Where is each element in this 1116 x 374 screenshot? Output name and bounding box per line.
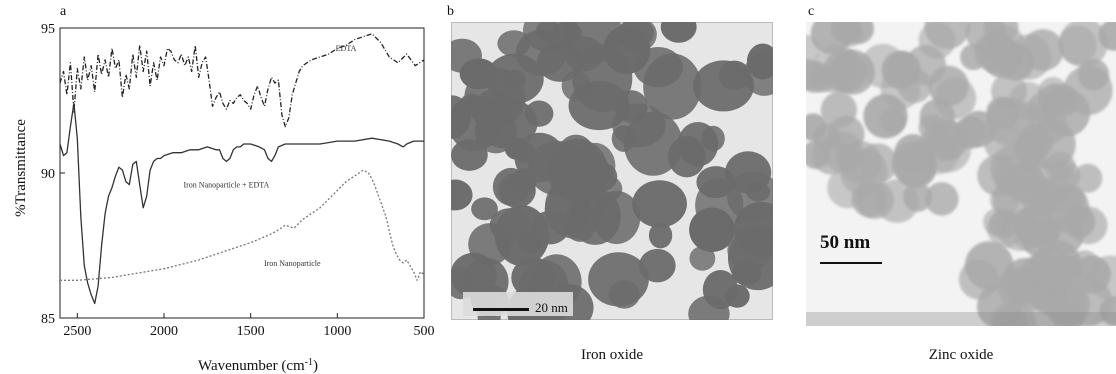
iron-particle [639,248,676,283]
zinc-particle [997,267,1037,308]
series-line-2 [60,169,425,281]
iron-particle [592,190,641,245]
iron-particle [497,30,531,57]
zinc-oxide-caption: Zinc oxide [928,347,994,363]
series-line-1 [59,102,424,305]
iron-particle [588,252,649,307]
series-annotation: Iron Nanoparticle + EDTA [183,181,269,190]
plot-frame [59,27,425,319]
zinc-particle [1037,268,1067,299]
iron-scale-bar [473,308,529,311]
iron-particle [563,204,597,242]
series-line-0 [59,33,425,128]
zinc-particle [922,117,966,161]
panel-c-letter: c [808,4,815,19]
panel-b-letter: b [447,4,454,19]
iron-particle [471,197,498,221]
iron-particle [689,246,716,271]
iron-particle [459,93,484,117]
iron-particle [660,22,697,43]
zinc-particle [1028,178,1064,214]
zinc-particle [843,22,875,44]
zinc-particle [1073,163,1103,193]
iron-particle [498,172,536,209]
zinc-particle [860,43,906,89]
iron-particle [702,269,739,310]
iron-particle [733,201,773,258]
iron-particle [468,223,512,266]
chart-series [59,33,425,305]
x-tick-label: 500 [414,324,435,339]
x-tick-label: 2000 [150,324,178,339]
zinc-particle [1059,22,1109,68]
zinc-particle [990,185,1020,216]
zinc-particle [1062,205,1096,239]
zinc-particle [879,107,906,134]
iron-scale-label: 20 nm [535,300,568,315]
iron-particle [451,139,488,171]
ftir-chart: 2500 2000 1500 1000 500 85 90 95 EDTA Iron Nanop… [13,22,435,374]
zinc-particle [1021,29,1064,72]
chart-axes: 2500 2000 1500 1000 500 85 90 95 [41,22,435,339]
iron-oxide-micrograph: 20 nm [451,22,773,320]
x-tick-label: 1500 [237,324,265,339]
iron-particle [485,53,544,104]
series-annotation: EDTA [336,44,357,53]
zinc-particle [1077,58,1110,91]
zinc-particle [1088,255,1116,300]
zinc-oxide-particles [806,22,1116,326]
iron-particle [732,261,762,286]
zinc-particle [1029,106,1068,145]
y-tick-label: 90 [41,167,55,182]
iron-particle [648,222,673,249]
zinc-particle [812,122,841,151]
iron-particle [572,44,633,113]
zinc-particle [820,91,857,129]
zinc-particle [835,143,864,172]
iron-oxide-particles [451,22,773,320]
chart-annotations: EDTA Iron Nanoparticle + EDTA Iron Nanopar… [183,44,356,268]
iron-particle [695,178,744,233]
iron-particle [677,121,719,167]
x-axis-label: Wavenumber (cm-1) [198,357,318,374]
iron-particle [718,60,751,90]
zinc-particle [812,44,862,94]
y-axis-label: %Transmittance [13,119,29,217]
series-annotation: Iron Nanoparticle [264,259,321,268]
zinc-particle [924,22,970,50]
zinc-particle [851,181,887,218]
zinc-scale-label: 50 nm [820,232,871,253]
iron-particle [514,132,565,183]
iron-particle [451,179,473,211]
iron-particle [451,38,482,73]
x-tick-label: 1000 [323,324,351,339]
y-tick-label: 85 [41,312,55,327]
iron-particle [632,180,687,228]
zinc-particle [974,31,1017,73]
zinc-particle [925,182,959,216]
panel-a-letter: a [60,4,67,19]
zinc-particle [960,110,997,148]
zinc-particle [1011,302,1057,326]
iron-particle [746,181,771,202]
iron-particle [743,53,773,96]
iron-particle [633,47,683,88]
zinc-oxide-micrograph: 50 nm [806,22,1116,326]
iron-particle [612,103,666,148]
zinc-particle [1098,22,1116,51]
iron-particle [618,22,657,52]
iron-particle [530,210,570,245]
y-tick-label: 95 [41,22,55,37]
zinc-particle [987,210,1025,248]
iron-particle [535,22,562,43]
zinc-scale-bar [820,262,882,264]
zinc-particle [894,134,933,173]
zinc-particle [928,65,969,107]
x-tick-label: 2500 [63,324,91,339]
iron-oxide-caption: Iron oxide [580,347,644,363]
zinc-particle [903,182,933,212]
zinc-particle [986,96,1016,126]
